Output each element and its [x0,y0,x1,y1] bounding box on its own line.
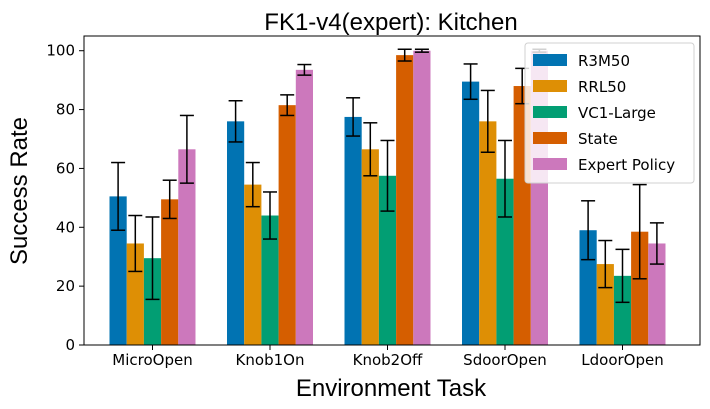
bar-rrl50-sdooropen [479,121,497,345]
error-bar [346,97,361,137]
legend: R3M50 RRL50 VC1-Large State Expert Policy [524,42,695,184]
x-tick-label: SdoorOpen [463,351,547,369]
legend-label: VC1-Large [578,104,656,122]
error-bar [414,48,429,53]
error-bar [111,161,126,231]
legend-label: Expert Policy [578,156,675,174]
plot-frame [83,35,701,346]
error-bar [480,89,495,153]
error-bar [581,200,596,261]
error-bars-group [111,48,664,304]
legend-swatch [533,54,567,66]
legend-box [524,42,695,184]
bar-vc1-large-knob2off [378,175,397,345]
bars-group [109,50,666,346]
y-axis-label: Success Rate [6,117,33,265]
x-tick-label: Knob1On [236,351,305,369]
bar-state-knob2off [396,55,414,345]
bar-r3m50-sdooropen [462,81,480,345]
error-bar [380,139,395,212]
bar-state-ldooropen [631,231,649,345]
legend-swatch [533,80,567,92]
error-bar [463,63,478,101]
error-bar [649,222,664,265]
x-tick-label: LdoorOpen [581,351,663,369]
legend-label: RRL50 [578,78,626,96]
error-bar [263,191,277,240]
chart-title: FK1-v4(expert): Kitchen [264,9,517,36]
error-bar [498,139,512,218]
error-bar [280,94,295,117]
legend-label: State [578,130,618,148]
legend-label: R3M50 [578,52,630,70]
error-bar [397,48,412,62]
bar-vc1-large-ldooropen [613,275,632,345]
error-bar [632,183,647,280]
bar-expert-policy-knob2off [413,50,431,345]
error-bar [615,248,630,304]
error-bar [297,63,312,76]
x-axis: MicroOpen Knob1On Knob2Off SdoorOpen LdoorOp… [112,345,664,369]
bar-expert-policy-knob1on [295,69,313,345]
y-tick-label: 40 [56,218,75,236]
error-bar [228,99,243,143]
legend-swatch [533,106,567,118]
bar-expert-policy-microopen [178,149,196,345]
bar-r3m50-knob1on [227,121,245,345]
y-tick-label: 80 [56,101,75,119]
legend-swatch [533,158,567,170]
bar-rrl50-microopen [126,243,144,345]
y-tick-label: 20 [56,277,75,295]
error-bar [179,114,194,184]
error-bar [245,161,260,208]
x-tick-label: MicroOpen [112,351,192,369]
error-bar [598,239,613,289]
bar-vc1-large-microopen [143,258,162,345]
error-bar [128,214,143,273]
bar-r3m50-knob2off [344,116,362,345]
y-tick-label: 60 [56,159,75,177]
bar-state-microopen [161,199,179,345]
bar-rrl50-ldooropen [596,264,614,345]
y-tick-label: 100 [46,42,75,60]
bar-expert-policy-ldooropen [648,243,666,345]
bar-state-knob1on [278,105,296,346]
x-tick-label: Knob2Off [353,351,423,369]
bar-vc1-large-sdooropen [496,178,514,345]
bar-rrl50-knob2off [361,149,379,345]
error-bar [162,179,177,220]
bar-rrl50-knob1on [244,184,262,345]
legend-swatch [533,132,567,144]
y-tick-label: 0 [65,336,75,354]
bar-vc1-large-knob1on [261,215,279,345]
y-axis: 0 20 40 60 80 100 [46,42,84,354]
error-bar [145,216,160,301]
x-axis-label: Environment Task [296,375,487,402]
bar-r3m50-microopen [109,196,127,345]
error-bar [363,122,378,177]
